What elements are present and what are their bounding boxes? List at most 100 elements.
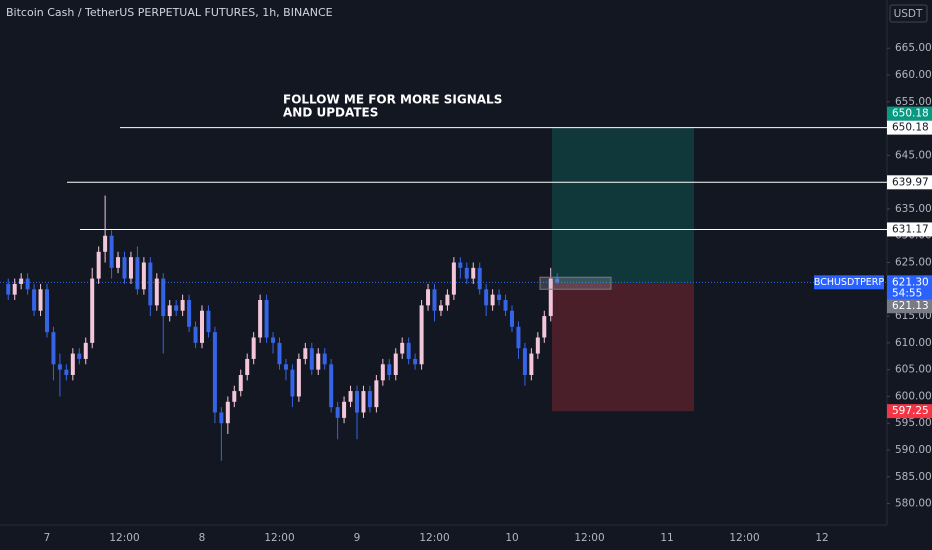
x-tick-label: 11 [660, 532, 673, 544]
candle-body [355, 391, 359, 413]
y-tick-label: 625.00 [895, 257, 932, 269]
y-tick-label: 585.00 [895, 471, 932, 483]
candle-body [522, 348, 527, 375]
candle-body [251, 337, 256, 359]
currency-box[interactable] [889, 4, 928, 23]
candle-body [438, 305, 443, 311]
candle-body [90, 278, 95, 343]
candle-body [200, 310, 204, 343]
candle-body [51, 332, 56, 365]
candle-body [361, 391, 366, 413]
candle-body [309, 348, 314, 370]
level-label-bg [887, 120, 932, 135]
y-tick-label: 635.00 [895, 203, 932, 215]
candle-body [103, 235, 108, 252]
currency[interactable]: USDT [894, 8, 923, 20]
candle-body [503, 300, 508, 311]
candle-body [380, 364, 385, 381]
candle-body [19, 278, 24, 284]
candle-body [32, 289, 37, 311]
x-tick-label: 10 [505, 532, 518, 544]
candle-body [57, 364, 62, 370]
x-tick-label: 12:00 [419, 532, 449, 544]
entry-handle [539, 276, 612, 290]
candle-body [277, 342, 282, 365]
candle-body [342, 401, 347, 418]
stop-loss-label: 597.25 [892, 405, 929, 417]
x-tick-label: 12 [815, 532, 828, 544]
level-label-bg [887, 222, 932, 237]
candle-body [290, 369, 295, 397]
candle-body [426, 289, 431, 306]
candle-body [38, 289, 43, 311]
candle-body [374, 380, 379, 408]
candle-body [283, 364, 288, 370]
candle-body [128, 257, 133, 279]
symbol-label-bg [814, 275, 884, 290]
price-axis [887, 0, 932, 550]
candle-body [135, 257, 140, 290]
candle-body [406, 342, 411, 359]
annotation: AND UPDATES [283, 106, 378, 120]
take-profit-zone [552, 127, 694, 284]
candle-body [154, 278, 159, 306]
y-tick-label: 580.00 [895, 498, 932, 510]
level-label: 631.17 [892, 223, 929, 235]
candle-body [12, 283, 17, 295]
last-price-label-bg [887, 275, 932, 300]
candle-body [464, 267, 469, 279]
x-tick-label: 12:00 [109, 532, 139, 544]
y-tick-label: 645.00 [895, 149, 932, 161]
x-tick-label: 12:00 [264, 532, 294, 544]
y-tick-label: 610.00 [895, 337, 932, 349]
candle-body [484, 289, 489, 306]
candle-body [451, 262, 456, 295]
candle-body [542, 316, 547, 338]
stop-loss-label-bg [887, 404, 932, 419]
candle-body [296, 358, 301, 397]
candle-body [219, 412, 224, 424]
candle-body [232, 391, 237, 402]
candle-body [45, 289, 49, 333]
candle-body [458, 262, 463, 268]
candle-body [161, 278, 166, 317]
candle-body [322, 353, 327, 365]
candle-body [477, 267, 482, 290]
candle-body [316, 353, 321, 370]
candle-body [271, 337, 276, 343]
candle-body [400, 342, 405, 354]
candle-body [83, 342, 88, 359]
x-tick-label: 7 [44, 532, 51, 544]
level-label: 650.18 [892, 122, 929, 134]
candle-body [335, 407, 340, 418]
level-label: 639.97 [892, 176, 929, 188]
candle-body [70, 353, 75, 375]
x-tick-label: 12:00 [729, 532, 759, 544]
chart-title: Bitcoin Cash / TetherUS PERPETUAL FUTURE… [6, 6, 333, 19]
candle-body [445, 294, 450, 306]
candle-body [206, 310, 211, 333]
entry-label: 621.13 [892, 300, 929, 312]
candle-body [238, 375, 243, 392]
candle-body [419, 305, 424, 365]
candle-body [548, 278, 553, 317]
candle-body [367, 391, 372, 408]
y-tick-label: 605.00 [895, 364, 932, 376]
candle-body [264, 300, 269, 338]
candle-body [387, 364, 392, 375]
y-tick-label: 600.00 [895, 390, 932, 402]
symbol-label: BCHUSDTPERP [814, 277, 885, 288]
candle-body [225, 401, 230, 424]
y-tick-label: 595.00 [895, 417, 932, 429]
candle-body [303, 348, 308, 359]
candle-body [471, 267, 476, 279]
countdown: 54:55 [892, 287, 922, 299]
level-label-bg [887, 175, 932, 190]
entry-label-bg [887, 299, 932, 314]
candle-body [6, 283, 11, 295]
candle-body [432, 289, 437, 311]
candle-body [25, 278, 30, 290]
candle-body [490, 294, 495, 306]
candle-body [258, 300, 263, 338]
